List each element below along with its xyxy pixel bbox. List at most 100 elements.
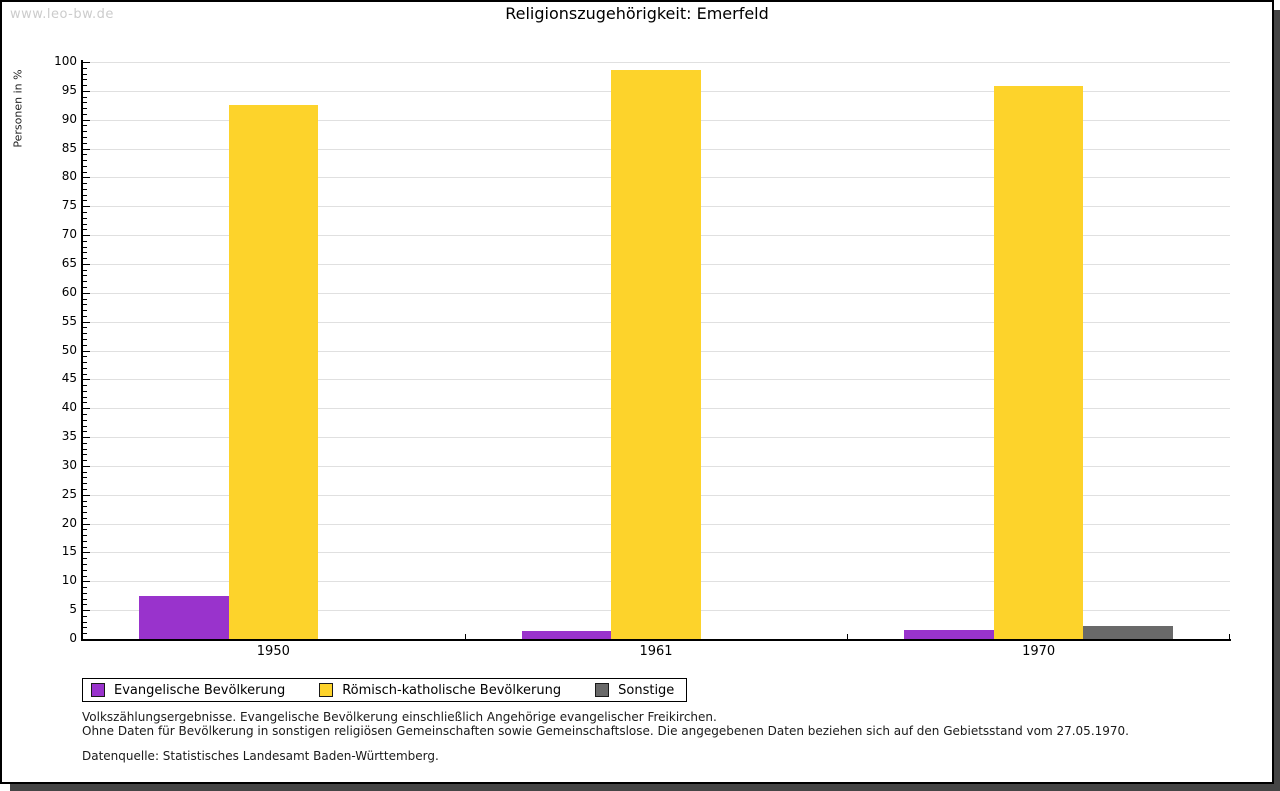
- y-minor-tick: [83, 212, 87, 214]
- legend-item-evangelisch: Evangelische Bevölkerung: [91, 683, 285, 698]
- legend-label: Evangelische Bevölkerung: [114, 682, 286, 698]
- y-tick-label: 0: [69, 631, 77, 645]
- y-minor-tick: [83, 627, 87, 629]
- x-axis-tick: [847, 634, 849, 639]
- y-minor-tick: [83, 85, 87, 87]
- y-minor-tick: [83, 529, 87, 531]
- y-minor-tick: [83, 344, 87, 346]
- y-tick-label: 75: [61, 198, 77, 213]
- y-minor-tick: [83, 385, 87, 387]
- y-minor-tick: [83, 419, 87, 421]
- y-tick-label: 85: [61, 140, 77, 155]
- y-tick-label: 60: [61, 284, 77, 299]
- y-minor-tick: [83, 183, 87, 185]
- y-minor-tick: [83, 333, 87, 335]
- y-minor-tick: [83, 431, 87, 433]
- y-tick-label: 45: [61, 371, 77, 386]
- y-minor-tick: [83, 73, 87, 75]
- legend-swatch-yellow: [319, 683, 334, 697]
- window-shadow-right: [1274, 10, 1280, 791]
- y-gridline: [82, 62, 1230, 63]
- footnote-line-2: Ohne Daten für Bevölkerung in sonstigen …: [82, 723, 1129, 738]
- y-minor-tick: [83, 540, 87, 542]
- x-tick-label: 1950: [256, 644, 290, 659]
- y-minor-tick: [83, 137, 87, 138]
- y-major-tick: [83, 148, 90, 150]
- y-minor-tick: [83, 633, 87, 635]
- y-minor-tick: [83, 517, 87, 519]
- y-major-tick: [83, 610, 90, 612]
- y-minor-tick: [83, 160, 87, 162]
- y-minor-tick: [83, 142, 87, 144]
- y-minor-tick: [83, 171, 87, 173]
- y-tick-label: 40: [61, 400, 77, 415]
- y-minor-tick: [83, 310, 87, 312]
- y-major-tick: [83, 263, 90, 265]
- footnote-line-1: Volkszählungsergebnisse. Evangelische Be…: [82, 710, 717, 724]
- x-tick-label: 1970: [1022, 644, 1056, 659]
- y-tick-label: 95: [61, 82, 77, 97]
- y-major-tick: [83, 321, 90, 323]
- y-minor-tick: [83, 587, 87, 589]
- y-minor-tick: [83, 125, 87, 127]
- y-major-tick: [83, 235, 90, 237]
- footnote-source: Datenquelle: Statistisches Landesamt Bad…: [82, 749, 439, 763]
- x-axis-tick: [464, 634, 466, 639]
- y-minor-tick: [83, 356, 87, 358]
- y-tick-label: 100: [54, 54, 77, 68]
- x-axis-line: [81, 639, 1231, 641]
- y-major-tick: [83, 119, 90, 121]
- legend-label: Römisch-katholische Bevölkerung: [342, 682, 562, 698]
- footnotes: Volkszählungsergebnisse. Evangelische Be…: [82, 710, 1232, 764]
- bar-1970-sonstige: [1083, 626, 1173, 639]
- y-minor-tick: [83, 240, 87, 242]
- y-minor-tick: [83, 373, 87, 375]
- bar-1961-evangelisch: [521, 631, 612, 639]
- y-minor-tick: [83, 67, 87, 69]
- y-minor-tick: [83, 546, 87, 548]
- y-minor-tick: [83, 512, 87, 514]
- y-major-tick: [83, 494, 90, 496]
- y-tick-label: 80: [61, 169, 77, 184]
- y-minor-tick: [83, 413, 87, 415]
- y-major-tick: [83, 581, 90, 583]
- y-minor-tick: [83, 367, 87, 369]
- legend-label: Sonstige: [618, 682, 675, 698]
- y-minor-tick: [83, 506, 87, 508]
- y-minor-tick: [83, 598, 87, 600]
- y-minor-tick: [83, 362, 87, 364]
- x-tick-label: 1961: [639, 644, 673, 659]
- y-minor-tick: [83, 298, 87, 300]
- y-minor-tick: [83, 604, 87, 606]
- legend-swatch-purple: [91, 683, 105, 697]
- y-major-tick: [83, 206, 90, 208]
- y-major-tick: [83, 90, 90, 92]
- y-tick-label: 55: [61, 313, 77, 328]
- y-tick-label: 15: [61, 544, 77, 559]
- y-tick-label: 30: [61, 457, 77, 472]
- y-major-tick: [83, 523, 90, 525]
- y-minor-tick: [83, 188, 87, 190]
- y-minor-tick: [83, 96, 87, 98]
- chart-title: Religionszugehörigkeit: Emerfeld: [505, 4, 769, 23]
- y-minor-tick: [83, 338, 87, 340]
- y-major-tick: [83, 437, 90, 439]
- watermark: www.leo-bw.de: [10, 7, 114, 22]
- y-tick-label: 25: [61, 486, 77, 501]
- y-major-tick: [83, 350, 90, 352]
- y-minor-tick: [83, 281, 87, 283]
- y-minor-tick: [83, 448, 87, 450]
- y-minor-tick: [83, 460, 87, 462]
- y-minor-tick: [83, 488, 87, 490]
- bar-1970-katholisch: [993, 85, 1084, 639]
- y-minor-tick: [83, 569, 87, 571]
- y-minor-tick: [83, 200, 87, 202]
- y-minor-tick: [83, 165, 87, 167]
- y-minor-tick: [83, 535, 87, 537]
- y-minor-tick: [83, 402, 87, 404]
- y-major-tick: [83, 292, 90, 294]
- y-minor-tick: [83, 327, 87, 329]
- y-major-tick: [83, 552, 90, 554]
- y-minor-tick: [83, 621, 87, 623]
